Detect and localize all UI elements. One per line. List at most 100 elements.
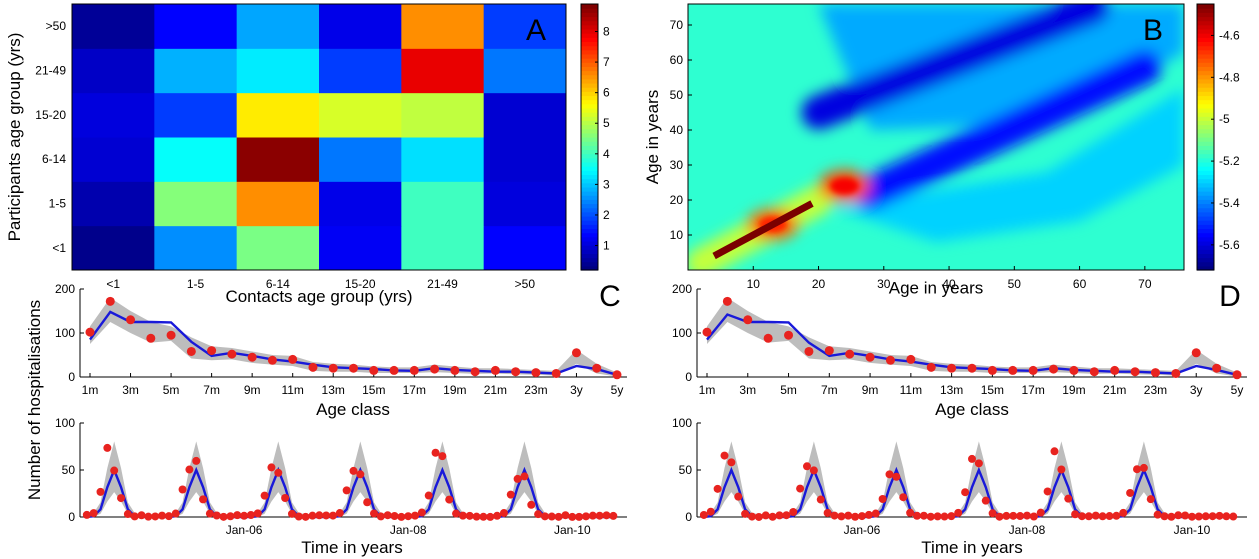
observed-point bbox=[913, 511, 921, 520]
observed-point bbox=[178, 485, 187, 494]
observed-point bbox=[96, 487, 105, 496]
observed-point bbox=[727, 458, 736, 467]
x-tick-label: Jan-06 bbox=[844, 523, 881, 537]
observed-point bbox=[1194, 512, 1203, 521]
observed-point bbox=[1146, 495, 1155, 504]
observed-point bbox=[349, 363, 358, 373]
observed-point bbox=[885, 355, 895, 365]
time-series-left-plot: 0 50 100 Jan-06 Jan-08 Jan-10 bbox=[55, 416, 627, 537]
y-tick-label: >50 bbox=[46, 19, 67, 33]
observed-point bbox=[1188, 512, 1196, 521]
panel-a-cells bbox=[72, 4, 567, 271]
x-tick-label: 6-14 bbox=[266, 277, 290, 291]
observed-point bbox=[1002, 511, 1011, 520]
x-tick-label: 1-5 bbox=[187, 277, 205, 291]
y-tick-label: 200 bbox=[672, 282, 692, 296]
x-tick-label: 50 bbox=[1008, 277, 1022, 291]
observed-point bbox=[240, 511, 249, 520]
panel-d-plot: 0 100 200 1m 3m 5m 7m 9m 11m 13m 15m 17m 19m 21m 23m 3y… bbox=[672, 282, 1247, 397]
panel-d-xlabel: Age class bbox=[935, 400, 1009, 419]
observed-point bbox=[356, 470, 365, 479]
colorbar-tick-label: -5 bbox=[1219, 112, 1230, 126]
colorbar-b-segment bbox=[1197, 265, 1214, 271]
diagonal-band bbox=[853, 50, 1162, 210]
x-tick-label: 9m bbox=[862, 383, 879, 397]
observed-point bbox=[602, 511, 611, 520]
observed-point bbox=[531, 368, 541, 378]
time-series-right: 0 50 100 Jan-06 Jan-08 Jan-10 Time in years bbox=[672, 416, 1247, 557]
colorbar-a-segment bbox=[581, 207, 598, 213]
x-tick-label: 7m bbox=[821, 383, 838, 397]
colorbar-b-segment bbox=[1197, 220, 1214, 225]
observed-point bbox=[803, 462, 811, 471]
heatmap-cell bbox=[401, 4, 485, 49]
colorbar-b-segment bbox=[1197, 261, 1214, 267]
heatmap-cell bbox=[319, 4, 402, 49]
observed-point bbox=[126, 315, 136, 325]
y-tick-label: 100 bbox=[55, 416, 75, 430]
y-tick-label: 30 bbox=[670, 158, 684, 172]
observed-point bbox=[1069, 365, 1079, 375]
observed-point bbox=[568, 512, 577, 521]
time-series-right-plot: 0 50 100 Jan-06 Jan-08 Jan-10 bbox=[672, 416, 1247, 537]
colorbar-a-segment bbox=[581, 53, 598, 59]
observed-point bbox=[1139, 463, 1148, 472]
diagonal-ridge bbox=[712, 200, 814, 260]
colorbar-tick-label: 8 bbox=[603, 25, 610, 39]
colorbar-a-segment bbox=[581, 45, 598, 51]
x-tick-label: 9m bbox=[244, 383, 261, 397]
x-tick-label: 11m bbox=[900, 383, 922, 397]
colorbar-b-segment bbox=[1197, 203, 1214, 209]
panel-a-xlabel: Contacts age group (yrs) bbox=[225, 287, 412, 306]
heatmap-cell bbox=[72, 181, 155, 227]
time-series-left: 0 50 100 Jan-06 Jan-08 Jan-10 Time in years bbox=[55, 416, 627, 557]
colorbar-b-segment bbox=[1197, 132, 1214, 138]
observed-point bbox=[720, 451, 729, 460]
observed-point bbox=[713, 484, 722, 493]
observed-point bbox=[308, 362, 318, 372]
observed-point bbox=[1232, 370, 1242, 380]
colorbar-a-segment bbox=[581, 8, 598, 13]
colorbar-b-segment bbox=[1197, 120, 1214, 126]
x-tick-label: 3m bbox=[739, 383, 756, 397]
observed-point bbox=[315, 511, 324, 520]
colorbar-b-segment bbox=[1197, 24, 1214, 30]
colorbar-b-segment bbox=[1197, 186, 1214, 192]
y-tick-label: 0 bbox=[68, 370, 75, 384]
colorbar-a-segment bbox=[581, 41, 598, 47]
colorbar-b-segment bbox=[1197, 58, 1214, 63]
colorbar-a-segment bbox=[581, 12, 598, 18]
observed-point bbox=[1110, 365, 1120, 375]
observed-point bbox=[851, 512, 860, 521]
observed-point bbox=[1153, 510, 1162, 519]
heatmap-cell bbox=[236, 92, 320, 138]
colorbar-tick-label: -5.6 bbox=[1219, 238, 1240, 252]
observed-point bbox=[1050, 447, 1059, 456]
observed-point bbox=[199, 495, 208, 504]
observed-point bbox=[103, 443, 112, 452]
x-tick-label: 13m bbox=[940, 383, 963, 397]
colorbar-a-segment bbox=[581, 203, 598, 209]
panel-d-age-class-chart: 0 100 200 1m 3m 5m 7m 9m 11m 13m 15m 17m 19m 21m 23m 3y… bbox=[672, 280, 1247, 419]
observed-point bbox=[775, 511, 784, 520]
colorbar-b-segment bbox=[1197, 207, 1214, 213]
observed-point bbox=[511, 367, 521, 377]
colorbar-tick-label: 2 bbox=[603, 208, 610, 222]
observed-point bbox=[404, 512, 413, 521]
colorbar-b-segment bbox=[1197, 41, 1214, 47]
colorbar-b-segment bbox=[1197, 49, 1214, 55]
colorbar-b-segment bbox=[1197, 224, 1214, 230]
colorbar-a-segment bbox=[581, 149, 598, 155]
observed-point bbox=[1201, 512, 1210, 521]
observed-point bbox=[185, 465, 194, 474]
observed-point bbox=[906, 354, 916, 364]
observed-point bbox=[117, 494, 126, 503]
colorbar-a-segment bbox=[581, 161, 598, 167]
colorbar-b-segment bbox=[1197, 199, 1214, 205]
colorbar-a-segment bbox=[581, 191, 598, 196]
y-tick-label: 1-5 bbox=[49, 197, 67, 211]
colorbar-a-segment bbox=[581, 141, 598, 146]
colorbar-b-segment bbox=[1197, 112, 1214, 117]
observed-point bbox=[919, 511, 928, 520]
